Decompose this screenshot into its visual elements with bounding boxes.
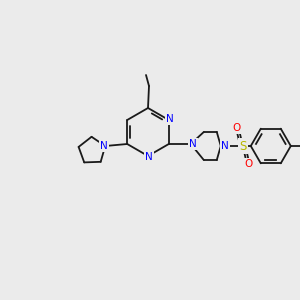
Text: N: N	[189, 139, 197, 149]
Text: O: O	[233, 123, 241, 133]
Text: N: N	[145, 152, 153, 162]
Text: N: N	[221, 141, 229, 151]
Text: O: O	[245, 159, 253, 169]
Text: S: S	[239, 140, 247, 152]
Text: N: N	[100, 141, 108, 151]
Text: N: N	[166, 114, 174, 124]
